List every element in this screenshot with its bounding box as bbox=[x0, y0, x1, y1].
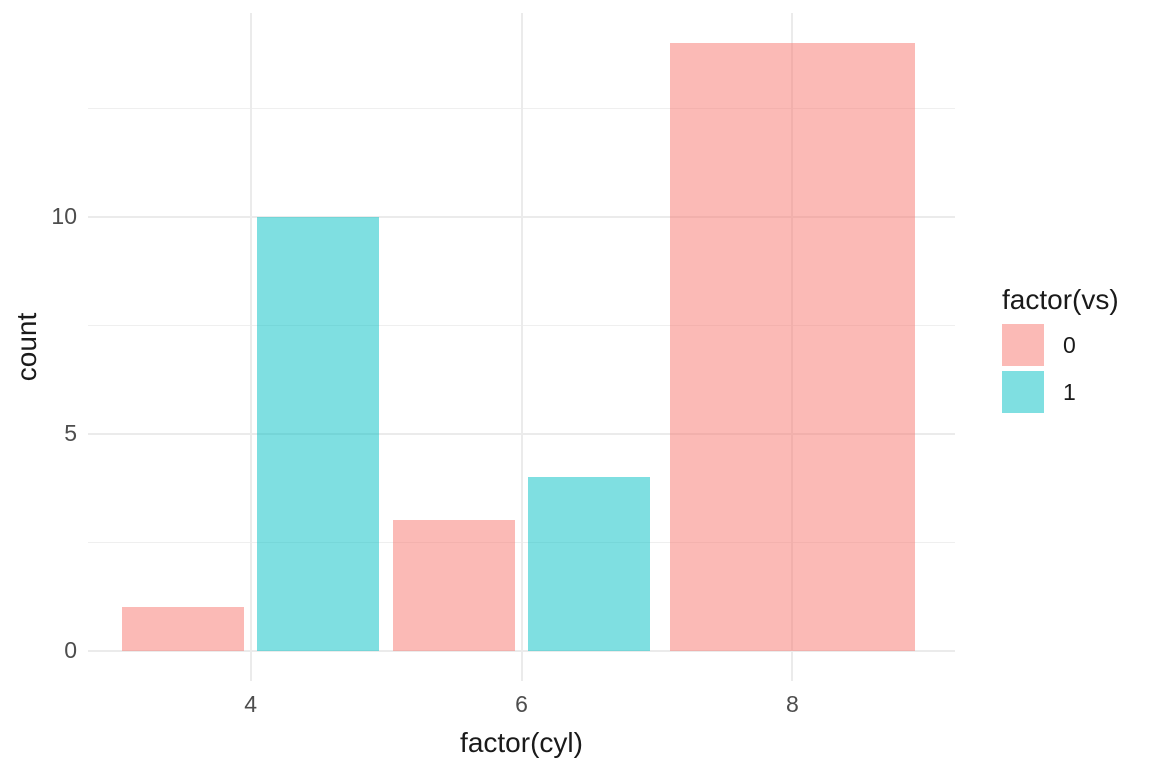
gridline-major bbox=[249, 13, 252, 681]
plot-panel bbox=[88, 13, 955, 681]
bar-cyl4-vs0 bbox=[121, 607, 244, 651]
y-tick-label: 10 bbox=[51, 203, 77, 230]
legend-entry-0: 0 bbox=[1002, 324, 1119, 366]
gridline-major bbox=[520, 13, 523, 681]
legend-label: 0 bbox=[1063, 331, 1076, 358]
y-tick-label: 5 bbox=[64, 420, 77, 447]
legend-title: factor(vs) bbox=[1002, 284, 1119, 315]
legend-label: 1 bbox=[1063, 378, 1076, 405]
legend-entry-1: 1 bbox=[1002, 371, 1119, 413]
x-axis-title: factor(cyl) bbox=[460, 727, 583, 758]
x-tick-label: 8 bbox=[785, 691, 799, 717]
legend-swatch-0 bbox=[1002, 324, 1044, 366]
x-tick-label: 4 bbox=[244, 691, 257, 717]
bar-cyl6-vs1 bbox=[528, 477, 651, 651]
y-tick-label: 0 bbox=[64, 637, 77, 664]
bar-cyl4-vs1 bbox=[257, 216, 380, 651]
bar-cyl8-vs0 bbox=[670, 43, 915, 651]
legend-swatch-1 bbox=[1002, 371, 1044, 413]
y-axis-title: count bbox=[11, 312, 42, 382]
bar-cyl6-vs0 bbox=[392, 520, 515, 651]
x-tick-label: 6 bbox=[515, 691, 528, 717]
